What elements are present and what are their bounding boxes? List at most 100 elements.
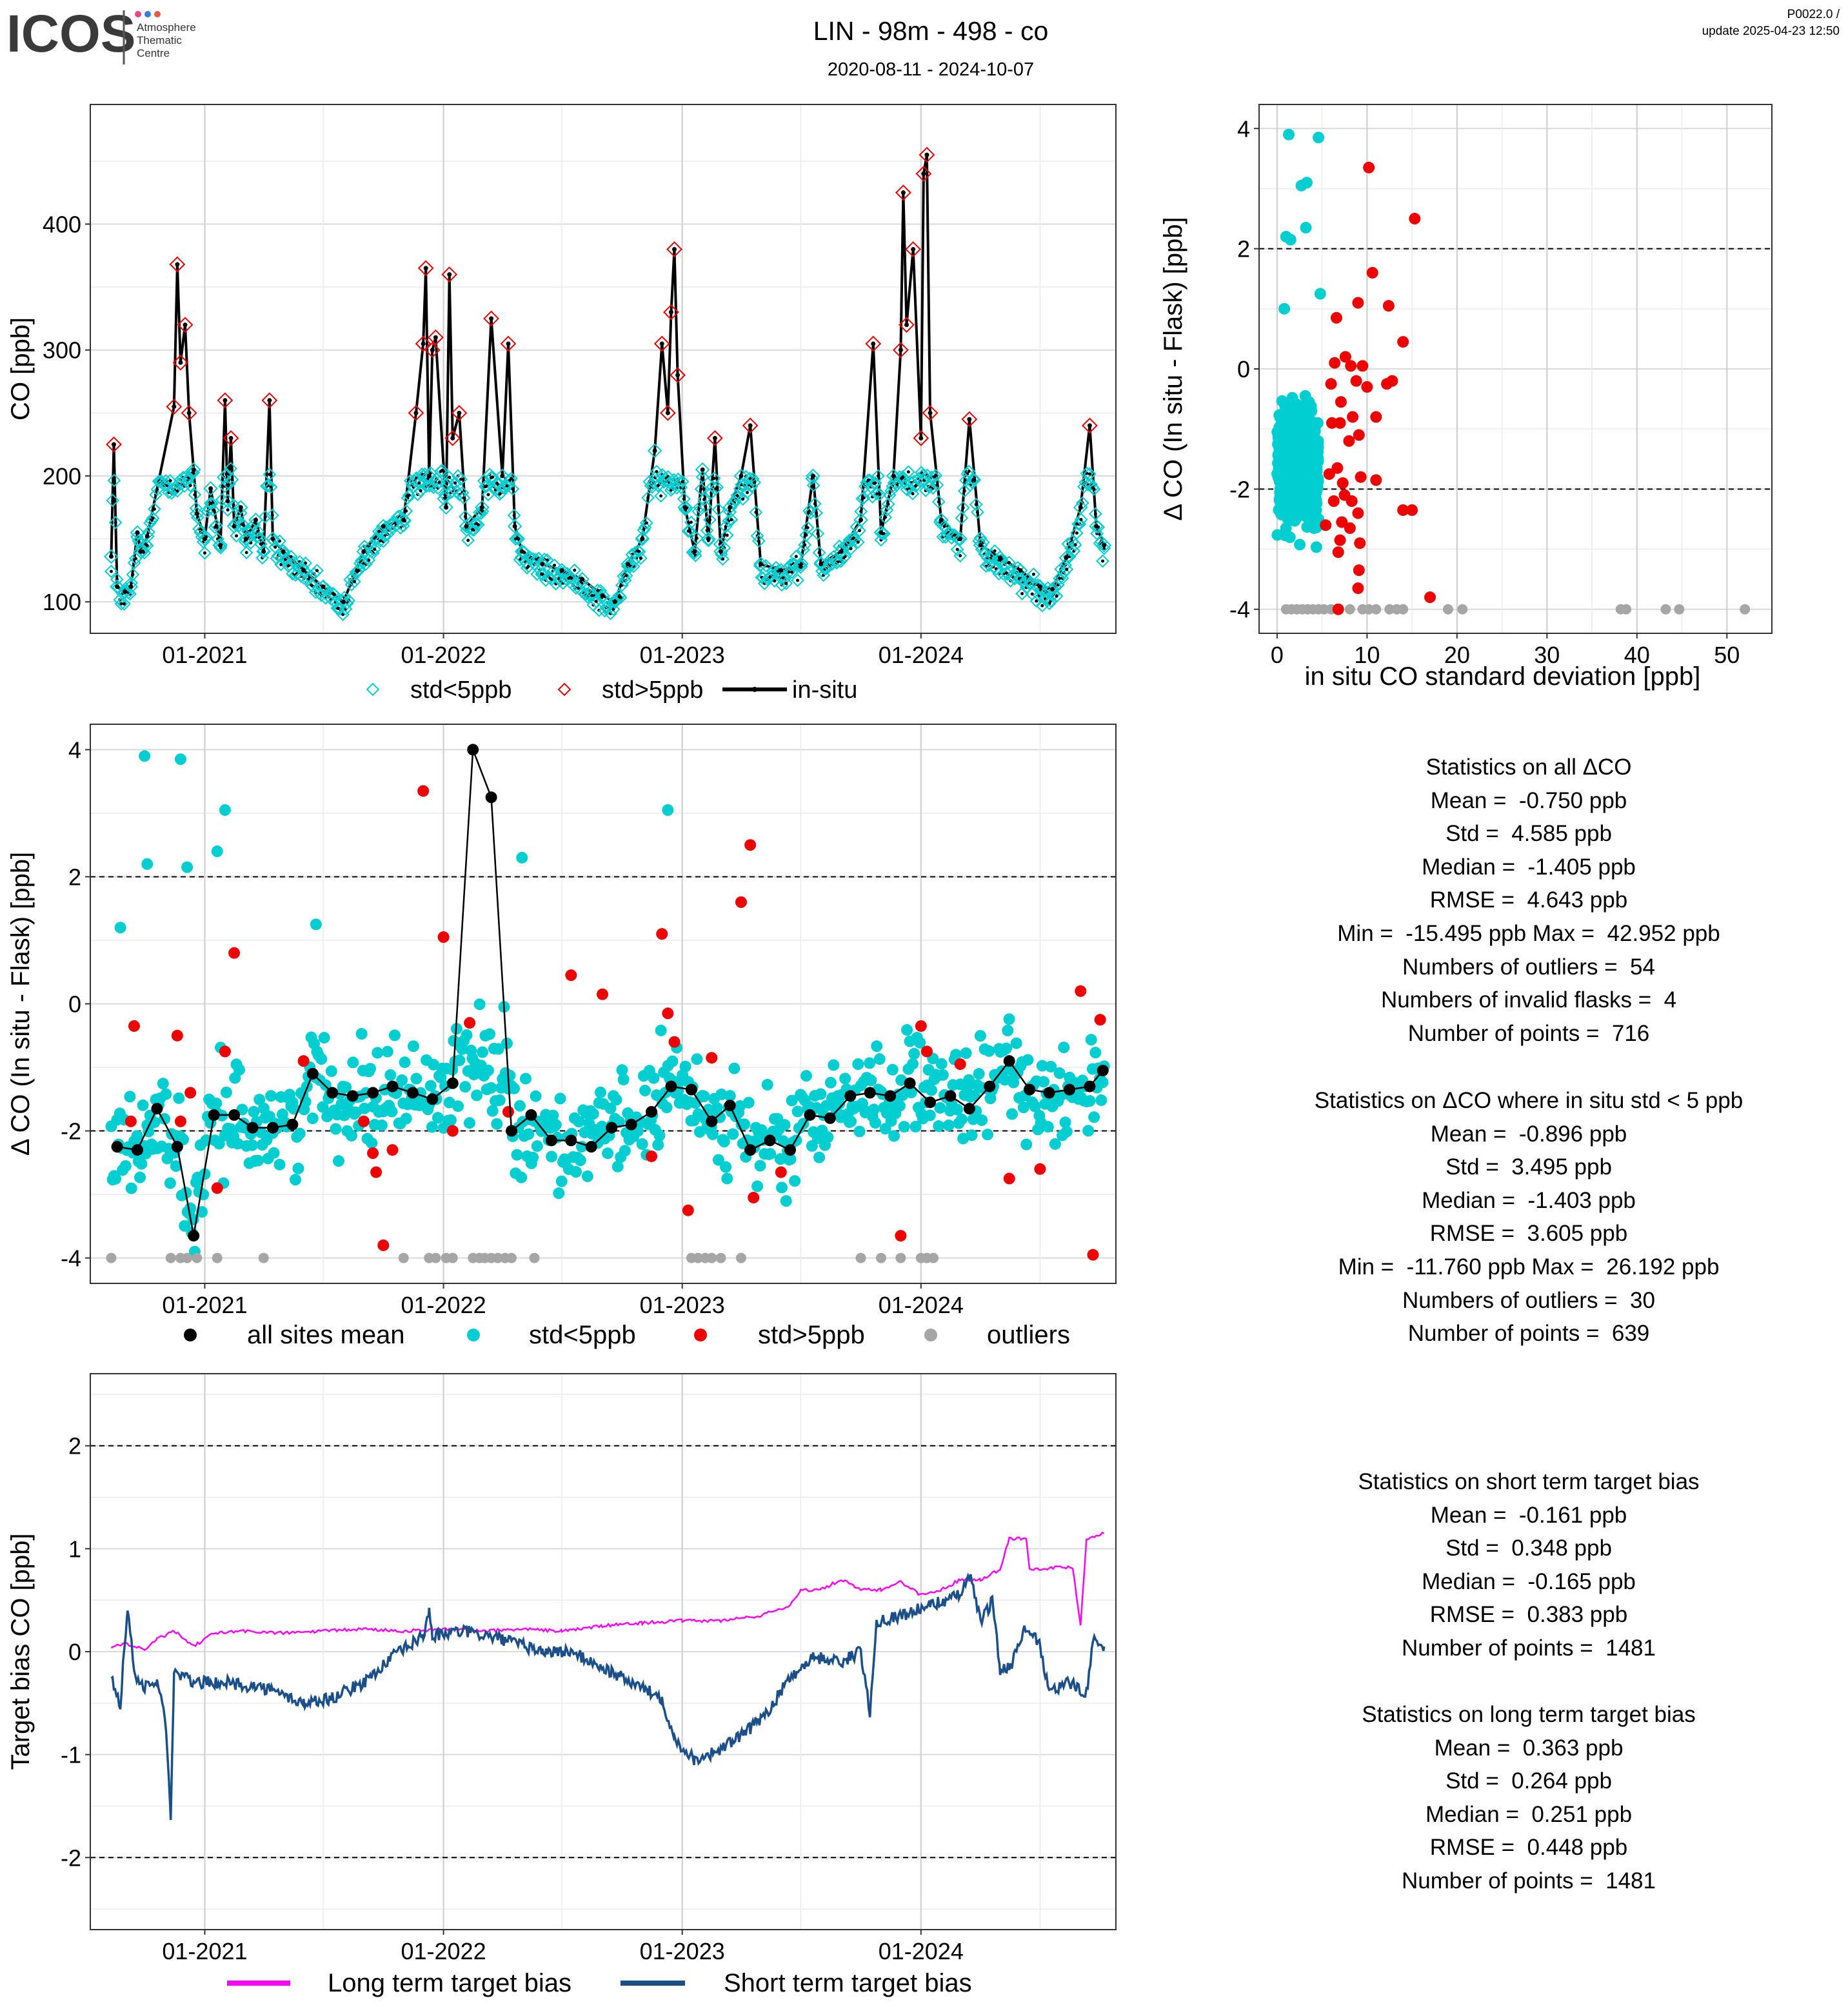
- delta-time-mean-point: [1084, 1080, 1096, 1092]
- insitu-stdlt5-marker: [1057, 566, 1071, 580]
- delta-time-stdlt5-point: [459, 1081, 472, 1093]
- delta-time-stdlt5-point: [522, 1128, 535, 1140]
- insitu-stdlt5-marker: [695, 462, 710, 477]
- insitu-stdlt5-marker: [635, 531, 650, 546]
- insitu-dot: [357, 568, 361, 572]
- delta-time-stdlt5-point: [170, 1160, 182, 1172]
- insitu-stdlt5-marker: [117, 597, 131, 611]
- insitu-dot: [235, 534, 239, 538]
- delta-time-mean-point: [665, 1080, 677, 1092]
- delta-time-stdlt5-point: [905, 1087, 917, 1099]
- insitu-dot: [884, 515, 888, 519]
- insitu-stdlt5-marker: [873, 488, 887, 501]
- insitu-stdlt5-marker: [296, 562, 311, 578]
- delta-time-stdlt5-point: [789, 1175, 801, 1187]
- insitu-dot: [321, 584, 326, 589]
- insitu-stdlt5-marker: [233, 506, 248, 520]
- insitu-dot: [108, 554, 114, 559]
- insitu-stdlt5-marker: [595, 588, 610, 603]
- insitu-dot: [704, 504, 708, 508]
- insitu-stdlt5-marker: [1045, 582, 1060, 597]
- insitu-stdlt5-marker: [943, 526, 957, 540]
- insitu-stdlt5-marker: [524, 552, 539, 566]
- insitu-dot: [223, 398, 228, 403]
- insitu-stdlt5-marker: [506, 482, 520, 496]
- insitu-dot: [911, 492, 915, 496]
- delta-time-outlier-point: [106, 1252, 117, 1263]
- insitu-stdlt5-marker: [834, 554, 848, 568]
- delta-time-stdlt5-point: [779, 1119, 791, 1131]
- insitu-stdlt5-marker: [1073, 500, 1088, 515]
- insitu-dot: [955, 548, 959, 551]
- insitu-dot: [798, 564, 803, 569]
- insitu-stdgt5-marker: [417, 260, 434, 277]
- insitu-stdlt5-marker: [779, 577, 793, 590]
- insitu-dot: [553, 564, 557, 568]
- insitu-stdlt5-marker: [1074, 513, 1088, 527]
- stats-short-rmse: RMSE = 0.383 ppb: [1429, 1602, 1628, 1628]
- scatter-std-ytick-label: 0: [1237, 356, 1250, 382]
- delta-time-stdlt5-point: [293, 1127, 306, 1140]
- delta-time-stdlt5-point: [914, 1036, 926, 1049]
- insitu-stdlt5-marker: [800, 520, 815, 535]
- target-bias-ylabel: Target bias CO [ppb]: [6, 1534, 35, 1770]
- insitu-stdlt5-marker: [650, 464, 664, 479]
- insitu-stdlt5-marker: [713, 544, 728, 559]
- scatter-std-stdlt5-point: [1300, 413, 1312, 425]
- insitu-dot: [753, 480, 757, 484]
- insitu-dot: [152, 507, 156, 511]
- insitu-stdgt5-marker: [172, 354, 189, 371]
- insitu-dot: [993, 549, 997, 553]
- delta-time-mean-point: [306, 1067, 319, 1080]
- stats-lowstd-block: Statistics on ΔCO where in situ std < 5 …: [1264, 1084, 1793, 1350]
- insitu-stdlt5-marker: [286, 567, 299, 581]
- insitu-dot: [692, 549, 697, 554]
- target-bias-legend: Long term target bias Short term target b…: [227, 1969, 972, 1997]
- insitu-stdlt5-marker: [435, 463, 449, 477]
- delta-time-legend: all sites mean std<5ppb std>5ppb outliers: [184, 1321, 1070, 1349]
- insitu-stdlt5-marker: [186, 466, 201, 480]
- insitu-stdlt5-marker: [315, 579, 331, 595]
- delta-time-stdgt5-point: [775, 1166, 787, 1178]
- insitu-stdlt5-marker: [716, 552, 730, 566]
- insitu-dot: [426, 473, 432, 479]
- insitu-stdlt5-marker: [804, 506, 818, 520]
- insitu-dot: [352, 580, 356, 584]
- insitu-dot: [270, 537, 275, 542]
- insitu-stdgt5-marker: [915, 165, 932, 182]
- insitu-dot: [194, 511, 199, 517]
- delta-time-ylabel: Δ CO (In situ - Flask) [ppb]: [6, 852, 35, 1156]
- insitu-stdlt5-marker: [1058, 558, 1072, 572]
- delta-time-stdlt5-point: [1038, 1076, 1050, 1088]
- delta-time-stdgt5-point: [735, 896, 747, 908]
- insitu-stdlt5-marker: [1084, 477, 1098, 491]
- insitu-dot: [119, 602, 123, 606]
- delta-time-stdlt5-point: [873, 1053, 886, 1065]
- insitu-stdlt5-marker: [675, 475, 690, 489]
- insitu-dot: [682, 505, 688, 510]
- insitu-stdgt5-marker: [166, 399, 183, 415]
- insitu-stdgt5-marker: [913, 430, 929, 446]
- delta-time-outlier-point: [715, 1252, 726, 1263]
- insitu-dot: [232, 524, 237, 529]
- timeseries-xtick-label: 01-2022: [401, 642, 486, 668]
- insitu-stdgt5-marker: [919, 146, 935, 163]
- insitu-dot: [590, 593, 594, 597]
- insitu-dot: [191, 467, 196, 472]
- insitu-stdlt5-marker: [258, 510, 272, 524]
- delta-time-stdlt5-point: [484, 1028, 496, 1040]
- legend-stdgt5-key: [557, 682, 571, 697]
- insitu-dot: [619, 596, 622, 600]
- delta-time-stdlt5-point: [728, 1062, 740, 1074]
- delta-time-outlier-point: [855, 1252, 866, 1263]
- insitu-dot: [114, 520, 117, 524]
- delta-time-stdlt5-point: [813, 1151, 826, 1163]
- insitu-dot: [900, 190, 906, 195]
- insitu-stdlt5-marker: [221, 503, 235, 517]
- insitu-stdlt5-marker: [123, 579, 139, 595]
- insitu-stdlt5-marker: [104, 549, 119, 564]
- insitu-dot: [244, 551, 248, 555]
- delta-time-stdlt5-point: [727, 1128, 739, 1140]
- insitu-dot: [178, 360, 183, 365]
- delta-time-stdgt5-point: [171, 1029, 183, 1042]
